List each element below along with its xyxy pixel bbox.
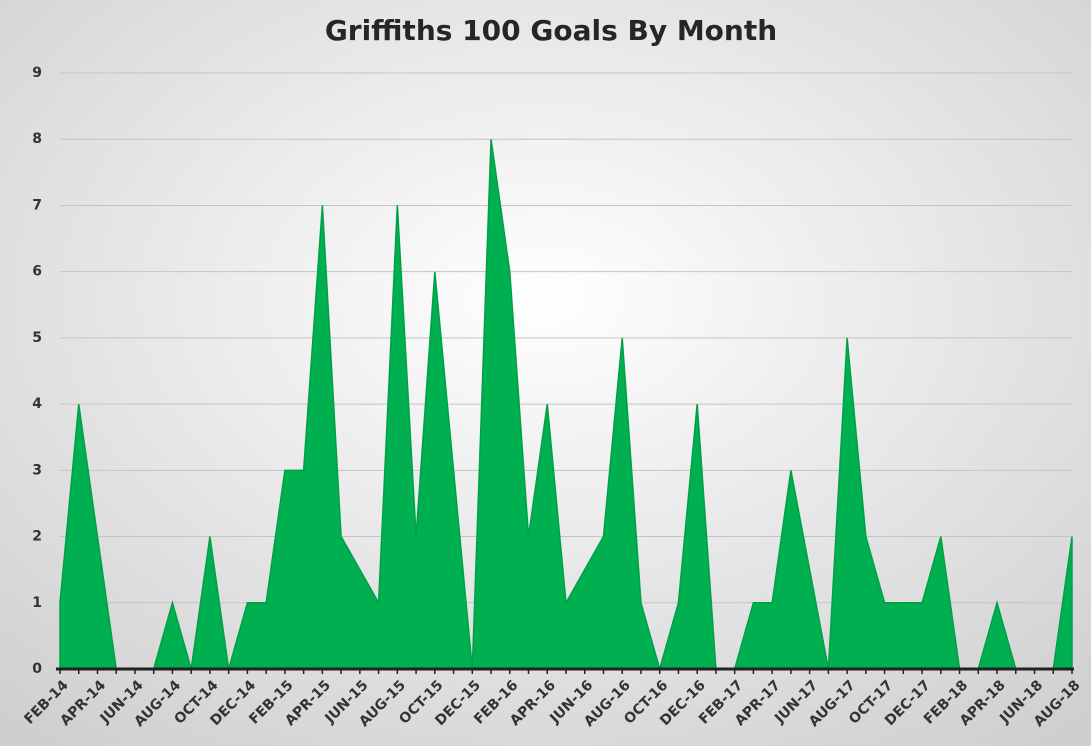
y-tick-label: 1: [32, 595, 42, 611]
y-tick-label: 9: [32, 65, 42, 81]
y-tick-label: 3: [32, 462, 42, 478]
y-tick-label: 4: [32, 396, 42, 412]
y-tick-label: 8: [32, 131, 42, 147]
y-tick-label: 0: [32, 661, 42, 677]
area: [59, 139, 1073, 672]
y-tick-label: 6: [32, 264, 42, 280]
chart-title: Griffiths 100 Goals By Month: [325, 14, 777, 47]
y-tick-label: 7: [32, 197, 42, 213]
y-tick-label: 2: [32, 529, 42, 545]
y-tick-label: 5: [32, 330, 42, 346]
